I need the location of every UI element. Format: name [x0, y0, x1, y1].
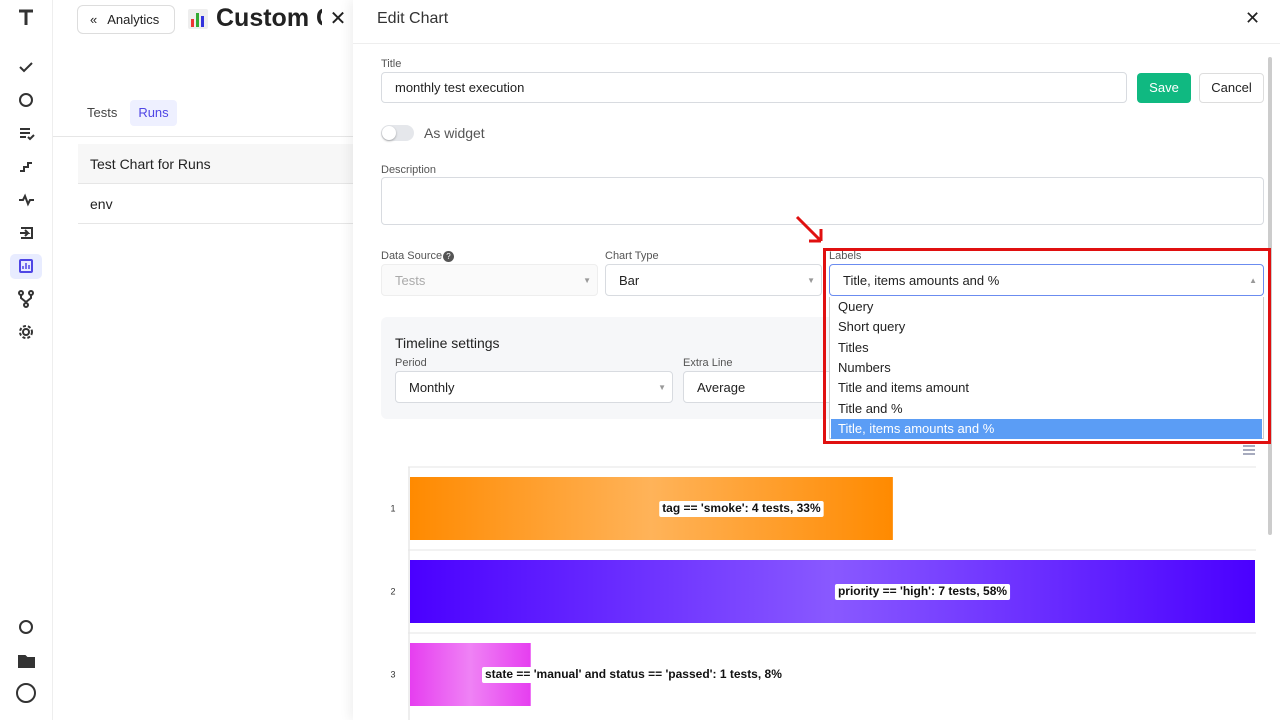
period-select[interactable]: Monthly ▼	[395, 371, 673, 403]
list-item[interactable]: env	[78, 184, 353, 224]
field-label: Labels	[829, 250, 862, 262]
description-input[interactable]	[381, 177, 1264, 225]
sidebar-icons	[10, 9, 42, 703]
field-label: Period	[395, 357, 427, 369]
data-source-select: Tests ▼	[381, 264, 598, 296]
close-icon[interactable]: ✕	[322, 4, 354, 34]
divider	[53, 136, 353, 137]
input-value: monthly test execution	[395, 80, 525, 95]
dropdown-option[interactable]: Title and items amount	[838, 380, 970, 396]
toggle[interactable]	[381, 125, 414, 141]
title-input[interactable]: monthly test execution	[381, 72, 1127, 103]
dropdown-option[interactable]: Title and %	[838, 400, 903, 416]
select-value: Bar	[619, 272, 640, 288]
dropdown-option[interactable]: Titles	[838, 339, 869, 355]
highlight-box	[823, 248, 1271, 444]
select-value: Average	[697, 379, 746, 395]
icon[interactable]	[19, 62, 33, 73]
select-value: Tests	[395, 272, 426, 288]
dropdown-option[interactable]: Short query	[838, 319, 906, 335]
field-label: Data Source	[381, 250, 443, 262]
select-value: Title, items amounts and %	[843, 272, 1000, 288]
red-arrow	[795, 215, 823, 243]
list-item[interactable]: Test Chart for Runs	[78, 144, 353, 184]
drawer-header	[353, 0, 1280, 44]
field-label: Description	[381, 164, 437, 176]
toggle-label: As widget	[424, 125, 485, 141]
back-label: Analytics	[107, 12, 160, 27]
dropdown-list: Query Short query Titles Numbers Title and i…	[829, 297, 1264, 439]
tab[interactable]: Tests	[87, 105, 118, 120]
dropdown-option[interactable]: Numbers	[838, 359, 891, 375]
page-title: Custom C	[216, 4, 335, 32]
save-button[interactable]: Save	[1137, 73, 1191, 103]
help-icon[interactable]: ?	[443, 251, 454, 262]
field-label: Chart Type	[605, 250, 659, 262]
sidebar	[0, 0, 53, 720]
dropdown-option[interactable]: Title, items amounts and %	[831, 418, 1262, 439]
chart-type-select[interactable]: Bar ▼	[605, 264, 822, 296]
drawer-title: Edit Chart	[377, 10, 449, 27]
close-button[interactable]: ✕	[1245, 8, 1261, 28]
cancel-button[interactable]: Cancel	[1199, 73, 1264, 103]
chart-emoji	[188, 9, 208, 29]
menu-icon[interactable]	[1241, 443, 1257, 457]
panel-title: Timeline settings	[395, 335, 500, 351]
field-label: Extra Line	[683, 357, 733, 369]
dropdown-option[interactable]: Query	[838, 299, 874, 314]
labels-select[interactable]: Title, items amounts and % ▲	[829, 264, 1264, 296]
select-value: Monthly	[409, 379, 455, 395]
back-button[interactable]: «Analytics	[77, 5, 175, 34]
tab-active[interactable]: Runs	[130, 100, 177, 126]
field-label: Title	[381, 58, 402, 70]
